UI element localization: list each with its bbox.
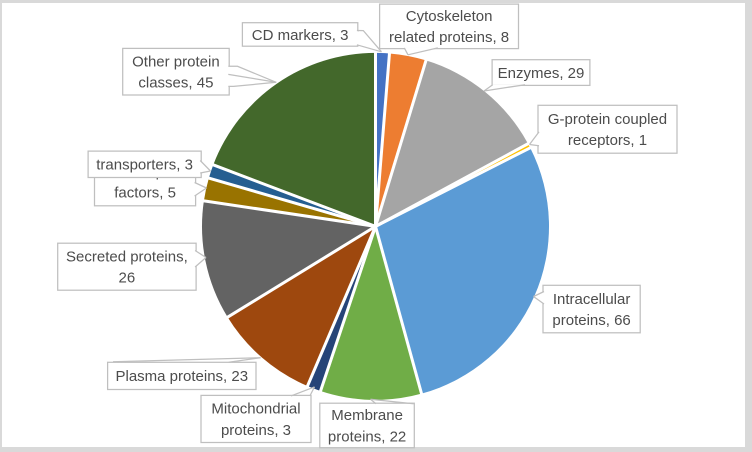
svg-text:classes, 45: classes, 45 (138, 75, 213, 92)
svg-text:Intracellular: Intracellular (553, 291, 631, 308)
svg-text:Enzymes, 29: Enzymes, 29 (498, 65, 585, 82)
svg-text:CD markers, 3: CD markers, 3 (252, 27, 349, 44)
svg-text:related proteins, 8: related proteins, 8 (389, 29, 509, 46)
svg-text:Other protein: Other protein (132, 53, 220, 70)
svg-text:proteins, 66: proteins, 66 (552, 312, 630, 329)
svg-text:receptors, 1: receptors, 1 (568, 132, 647, 149)
svg-text:proteins, 3: proteins, 3 (221, 422, 291, 439)
svg-text:Membrane: Membrane (331, 407, 403, 424)
svg-text:26: 26 (119, 270, 136, 287)
svg-text:G-protein coupled: G-protein coupled (548, 111, 667, 128)
svg-text:transporters, 3: transporters, 3 (96, 157, 193, 174)
svg-text:Plasma proteins, 23: Plasma proteins, 23 (116, 368, 249, 385)
svg-text:Mitochondrial: Mitochondrial (211, 401, 300, 418)
svg-text:Cytoskeleton: Cytoskeleton (406, 8, 493, 25)
svg-text:factors, 5: factors, 5 (114, 185, 176, 202)
svg-text:Secreted proteins,: Secreted proteins, (66, 248, 188, 265)
svg-text:proteins, 22: proteins, 22 (328, 428, 406, 445)
